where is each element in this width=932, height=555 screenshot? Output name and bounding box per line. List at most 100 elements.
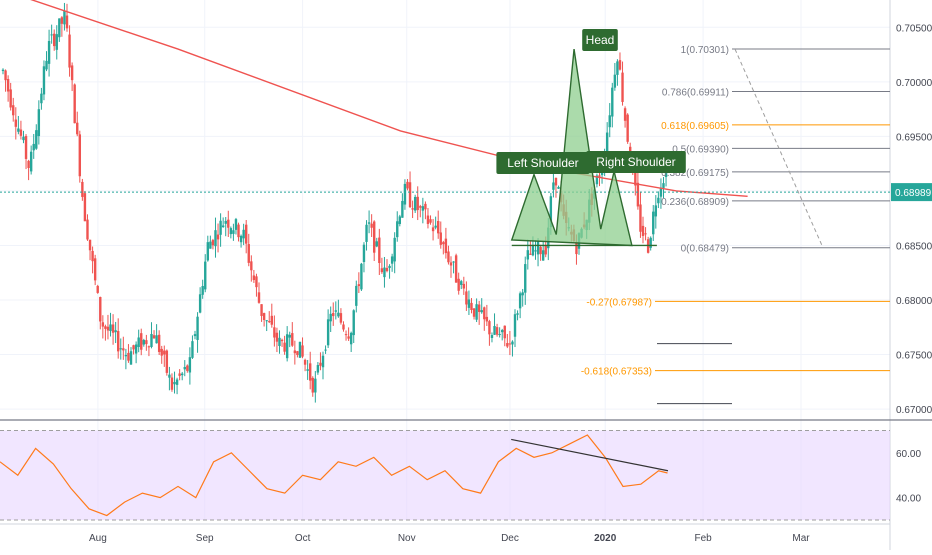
candle-body — [657, 197, 660, 204]
fib-level-label: 0.5(0.69390) — [672, 144, 729, 155]
candle-body — [634, 172, 637, 186]
price-tick-label: 0.68500 — [896, 241, 932, 252]
candle-body — [147, 346, 151, 348]
candle-body — [605, 132, 609, 164]
candle-body — [426, 215, 430, 224]
candle-body — [406, 181, 409, 189]
pattern-label: Right Shoulder — [596, 155, 675, 169]
candle-body — [319, 362, 322, 366]
candle-body — [91, 250, 94, 262]
candle-body — [437, 221, 440, 234]
candle-body — [518, 293, 522, 309]
candle-body — [544, 245, 547, 255]
candle-body — [129, 351, 133, 365]
candle-body — [526, 250, 530, 260]
candle-body — [485, 316, 489, 322]
candle-body — [375, 241, 378, 247]
candle-body — [447, 251, 450, 263]
candle-body — [329, 313, 332, 322]
candle-body — [53, 33, 56, 47]
candle-body — [117, 331, 120, 352]
candle-body — [178, 373, 181, 376]
candle-body — [224, 220, 227, 224]
fib-level-label: 0.236(0.68909) — [661, 197, 729, 208]
current-price-label: 0.68989 — [895, 188, 932, 199]
candle-body — [4, 70, 7, 81]
price-tick-label: 0.69500 — [896, 132, 932, 143]
candle-body — [303, 359, 307, 365]
candle-body — [247, 244, 250, 263]
candle-body — [393, 237, 396, 262]
rsi-tick-label: 60.00 — [896, 449, 921, 460]
candle-body — [288, 334, 291, 338]
candle-body — [196, 316, 199, 340]
candle-body — [127, 352, 130, 361]
candle-body — [626, 114, 629, 142]
candle-body — [613, 74, 617, 88]
candle-body — [462, 283, 466, 289]
candle-body — [60, 17, 64, 24]
candle-body — [257, 292, 261, 303]
candle-body — [347, 336, 350, 339]
candle-body — [531, 244, 535, 256]
candle-body — [370, 223, 373, 228]
candle-body — [475, 304, 478, 320]
candle-body — [380, 268, 384, 273]
candle-body — [480, 310, 483, 313]
candle-body — [424, 203, 427, 210]
candle-body — [490, 335, 494, 338]
candle-body — [334, 310, 338, 312]
candle-body — [652, 211, 655, 235]
candle-body — [477, 304, 481, 312]
candle-body — [63, 10, 66, 25]
candle-body — [662, 183, 665, 188]
x-tick-label: Feb — [694, 533, 712, 544]
candle-body — [150, 333, 153, 347]
candle-body — [206, 242, 210, 261]
candle-body — [252, 275, 256, 281]
candle-body — [534, 250, 537, 252]
candle-body — [186, 365, 189, 371]
candle-body — [611, 87, 614, 117]
candle-body — [311, 377, 314, 393]
current-price-tag — [891, 183, 932, 202]
candle-body — [608, 115, 611, 128]
rsi-tick-label: 40.00 — [896, 494, 921, 505]
candle-body — [278, 337, 281, 347]
candle-body — [83, 193, 87, 222]
candle-body — [32, 143, 35, 151]
candle-body — [360, 263, 363, 290]
candle-body — [429, 219, 432, 223]
candle-body — [298, 341, 302, 358]
candle-body — [204, 261, 207, 290]
candle-body — [301, 345, 304, 357]
candle-body — [175, 379, 179, 385]
candle-body — [17, 128, 20, 132]
candle-body — [339, 313, 343, 323]
candle-body — [503, 325, 506, 339]
x-tick-label: Dec — [501, 533, 519, 544]
candle-body — [516, 313, 519, 315]
candle-body — [554, 177, 558, 186]
candle-body — [40, 93, 43, 104]
candle-body — [378, 237, 381, 263]
candle-body — [273, 327, 276, 338]
candle-body — [155, 335, 158, 344]
fib-level-label: 0.382(0.69175) — [661, 168, 729, 179]
candle-body — [470, 302, 473, 310]
candle-body — [595, 175, 599, 185]
candle-body — [457, 278, 460, 291]
candle-body — [401, 200, 404, 218]
candle-body — [193, 334, 197, 337]
candle-body — [342, 324, 345, 330]
candle-body — [262, 313, 266, 321]
candle-body — [419, 206, 422, 208]
candle-body — [265, 320, 268, 322]
candle-body — [245, 224, 248, 244]
candle-body — [314, 378, 317, 393]
x-tick-label: Oct — [295, 533, 311, 544]
candle-body — [309, 363, 312, 381]
candle-body — [416, 196, 419, 211]
pattern-label-box — [582, 29, 618, 51]
